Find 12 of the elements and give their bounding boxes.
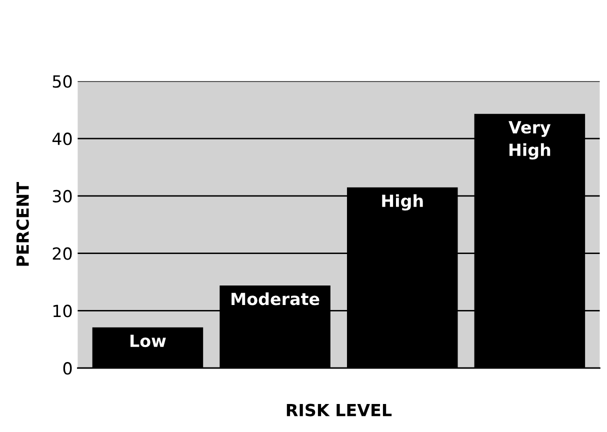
x-tick-label: Moderate — [232, 292, 320, 306]
y-tick-label: 40 — [52, 132, 72, 146]
x-axis-title: RISK LEVEL — [286, 404, 392, 416]
y-axis-title: PERCENT — [16, 182, 29, 266]
x-tick-label: Very High — [508, 121, 551, 160]
y-tick-label: 0 — [63, 362, 72, 375]
y-tick-label: 10 — [53, 304, 72, 318]
y-tick-label: 30 — [52, 190, 72, 203]
x-tick-label: Low — [130, 334, 166, 348]
x-tick-label: High — [382, 194, 423, 210]
y-tick-label: 50 — [52, 75, 72, 88]
y-tick-label: 20 — [52, 247, 72, 260]
